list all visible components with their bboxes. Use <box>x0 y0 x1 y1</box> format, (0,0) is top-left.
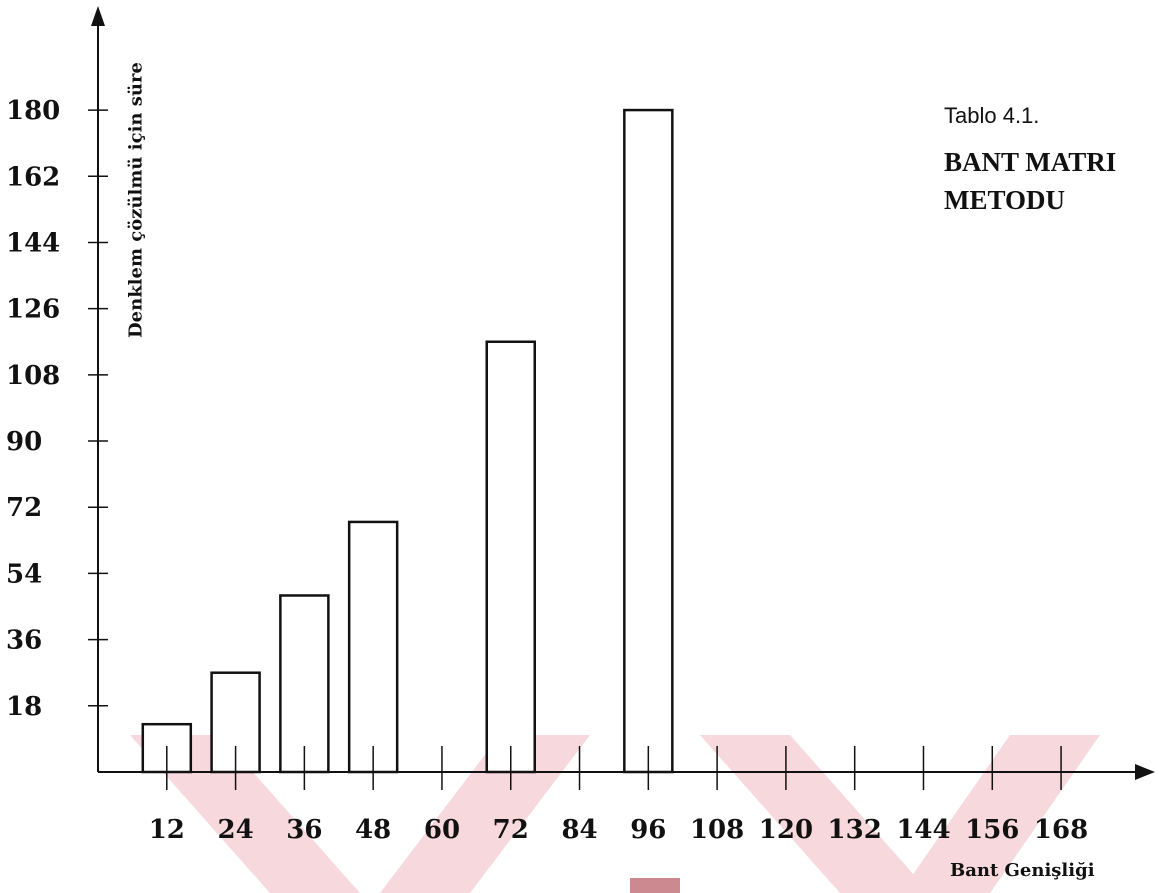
y-tick-label: 144 <box>6 228 60 258</box>
chart-axes <box>91 6 1155 780</box>
y-tick-label: 180 <box>6 96 60 126</box>
y-tick-label: 54 <box>6 559 42 589</box>
method-heading-line-1: BANT MATRI <box>944 147 1117 177</box>
x-tick-label: 96 <box>630 815 666 845</box>
bar <box>347 520 399 774</box>
x-axis-ticks: 12 24 36 48 60 72 84 96 108 120 132 144 156 168 <box>149 746 1088 845</box>
x-tick-label: 120 <box>759 815 813 845</box>
bar <box>623 108 674 774</box>
bar <box>279 594 330 774</box>
x-tick-label: 36 <box>286 815 322 845</box>
x-tick-label: 24 <box>217 815 253 845</box>
x-tick-label: 12 <box>149 815 185 845</box>
x-tick-label: 156 <box>965 815 1019 845</box>
x-tick-label: 168 <box>1034 815 1088 845</box>
y-axis-label: Denklem çözülmü için süre <box>125 62 147 338</box>
x-tick-label: 60 <box>424 815 460 845</box>
x-tick-label: 132 <box>828 815 882 845</box>
x-tick-label: 84 <box>561 815 597 845</box>
x-tick-label: 144 <box>896 815 950 845</box>
x-axis-arrow <box>1135 764 1155 780</box>
x-tick-label: 72 <box>493 815 529 845</box>
y-axis-ticks: 18 36 54 72 90 108 126 144 162 180 <box>6 96 108 722</box>
y-tick-label: 90 <box>6 427 42 457</box>
watermark-stripes <box>130 735 1100 893</box>
y-tick-label: 108 <box>6 361 60 391</box>
method-heading-line-2: METODU <box>944 185 1066 215</box>
y-axis-arrow <box>91 6 105 26</box>
y-tick-label: 36 <box>6 626 42 656</box>
x-axis-label: Bant Genişliği <box>950 860 1095 881</box>
y-tick-label: 18 <box>6 692 42 722</box>
x-tick-label: 108 <box>690 815 744 845</box>
watermark-mark <box>630 878 680 893</box>
y-tick-label: 126 <box>6 295 60 325</box>
x-tick-label: 48 <box>355 815 391 845</box>
y-tick-label: 162 <box>6 162 60 192</box>
table-caption-block: Tablo 4.1. BANT MATRI METODU <box>944 103 1162 219</box>
table-caption: Tablo 4.1. <box>944 103 1040 128</box>
bar <box>485 340 536 774</box>
y-tick-label: 72 <box>6 493 42 523</box>
chart-bars <box>141 108 674 774</box>
